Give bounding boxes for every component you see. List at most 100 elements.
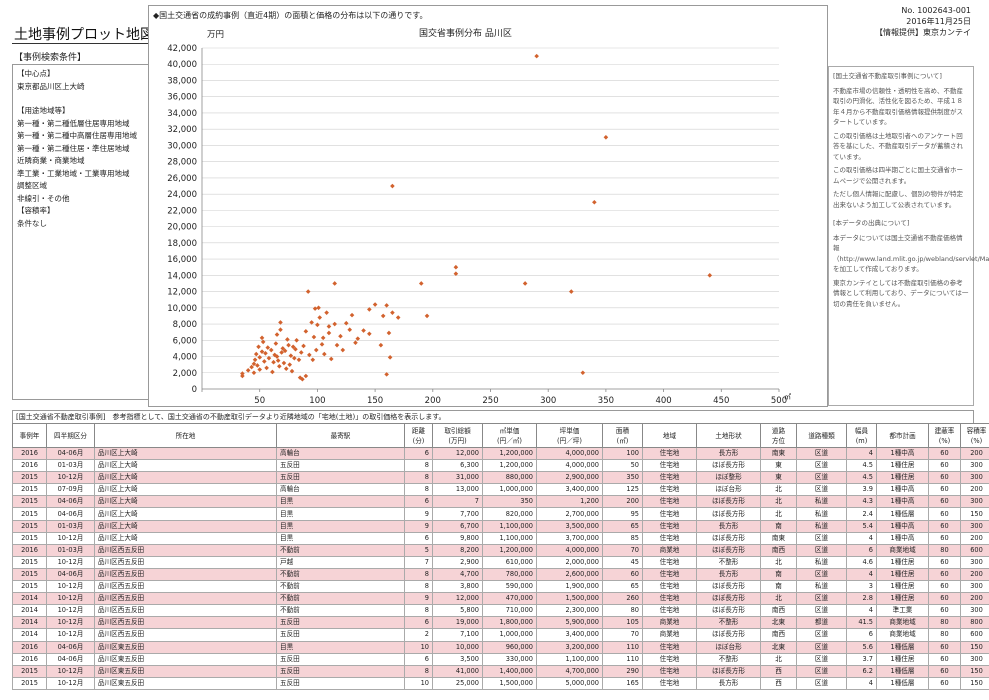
table-cell: 住宅地 [642,652,697,666]
table-cell: 60 [928,604,961,618]
data-point [343,320,349,326]
table-cell: 東 [760,471,797,485]
table-cell: ほぼ長方形 [696,507,761,521]
table-cell: 1種住居 [876,652,929,666]
data-point [332,321,338,327]
y-tick-label: 12,000 [167,288,197,298]
data-point [418,281,424,286]
table-cell: 50 [602,459,643,473]
table-row: 2015 04-06月 品川区西五反田 不動前 8 4,700 780,000 2,600,0… [12,567,989,582]
table-cell: 6,700 [432,519,483,533]
table-cell: 2016 [12,459,47,473]
table-cell: 07-09月 [46,483,95,497]
data-point [263,350,268,356]
table-cell: 1種住居 [876,580,929,594]
table-cell: 南東 [760,531,797,545]
data-point [278,320,283,325]
table-cell: 区道 [796,664,847,678]
y-tick-label: 4,000 [173,353,197,363]
data-point [245,368,251,373]
table-cell: 2016 [12,543,47,557]
table-cell: 6 [846,628,877,642]
table-cell: 1種住居 [876,555,929,569]
table-cell: 4,000,000 [536,543,603,557]
table-cell: 2 [404,628,433,642]
table-cell: 80 [928,543,961,557]
table-cell: 五反田 [276,628,405,642]
data-point [285,337,290,342]
table-cell: 住宅地 [642,567,697,582]
data-point [273,341,279,346]
table-cell: ほぼ長方形 [696,531,761,545]
table-cell: 80 [928,616,961,630]
data-point [367,307,372,312]
data-point [277,363,282,369]
table-cell: 2,900,000 [536,471,603,485]
far-value: 条件なし [17,218,47,228]
search-conditions-panel: 【中心点】 東京都品川区上大崎 【用途地域等】 第一種・第二種低層住居専用地域 … [12,64,152,400]
table-row: 2015 10-12月 品川区西五反田 戸越 7 2,900 610,000 2,000,00… [12,555,989,569]
table-cell: 1種中高 [876,519,929,533]
table-cell: 住宅地 [642,531,697,545]
table-cell: 品川区西五反田 [94,580,277,594]
column-header: 取引総額 (万円) [432,423,483,448]
table-cell: 8 [404,459,433,473]
data-point [395,315,401,320]
table-cell: 2015 [12,676,47,690]
table-cell: 60 [928,471,961,485]
table-cell: 品川区上大崎 [94,483,277,497]
scatter-chart: 0 2,000 4,000 6,000 8,000 10,000 12,000 14,000 1… [167,44,791,406]
data-point [255,363,260,368]
data-point [257,367,262,372]
table-cell: 2015 [12,471,47,485]
table-cell: 私道 [796,495,847,509]
table-cell: 区道 [796,543,847,557]
table-cell: 60 [928,555,961,569]
column-header: 建蔽率 (%) [928,423,961,448]
table-cell: 1種中高 [876,483,929,497]
data-point [424,313,430,319]
y-tick-label: 22,000 [167,206,197,216]
table-cell: 80 [602,604,643,618]
table-cell: 7,700 [432,507,483,521]
zoning-item: 第一種・第二種中高層住居専用地域 [17,131,137,140]
data-point [390,310,395,315]
table-cell: 目黒 [276,495,405,509]
table-cell: 西 [760,664,797,678]
data-point [347,327,353,333]
table-cell: 4.5 [846,471,877,485]
chart-frame: ◆国土交通省の成約事例（直近4期）の面積と価格の分布は以下の通りです。 0 2,0… [148,5,828,407]
data-point [313,347,319,353]
table-cell: 65 [602,519,643,533]
table-cell: 商業地 [642,616,697,630]
data-point [266,355,272,361]
table-cell: 目黒 [276,640,405,654]
table-cell: 北 [760,495,797,509]
table-cell: ほぼ長方形 [696,628,761,642]
table-cell: 7 [404,555,433,569]
table-cell: 6 [404,446,433,461]
table-cell: 4 [846,531,877,545]
table-cell: 330,000 [482,652,537,666]
table-cell: 31,000 [432,471,483,485]
table-cell: 品川区上大崎 [94,507,277,521]
data-point [316,305,321,311]
chart-note: ◆国土交通省の成約事例（直近4期）の面積と価格の分布は以下の通りです。 [153,11,428,20]
x-tick-label: 500 [771,396,787,406]
data-point [580,370,586,376]
table-cell: 200 [960,592,989,606]
table-cell: 北 [760,507,797,521]
data-point [279,350,284,355]
table-cell: 北 [760,483,797,497]
table-cell: 住宅地 [642,483,697,497]
data-point [380,313,386,319]
table-cell: 五反田 [276,676,405,690]
table-cell: 高輪台 [276,483,405,497]
x-tick-label: 50 [254,396,265,406]
table-cell: 10-12月 [46,531,95,545]
data-point [268,347,274,353]
data-point [257,355,262,360]
table-row: 2014 10-12月 品川区西五反田 不動前 8 5,800 710,000 2,300,0… [12,604,989,618]
data-point [292,355,297,361]
table-cell: 150 [960,640,989,654]
